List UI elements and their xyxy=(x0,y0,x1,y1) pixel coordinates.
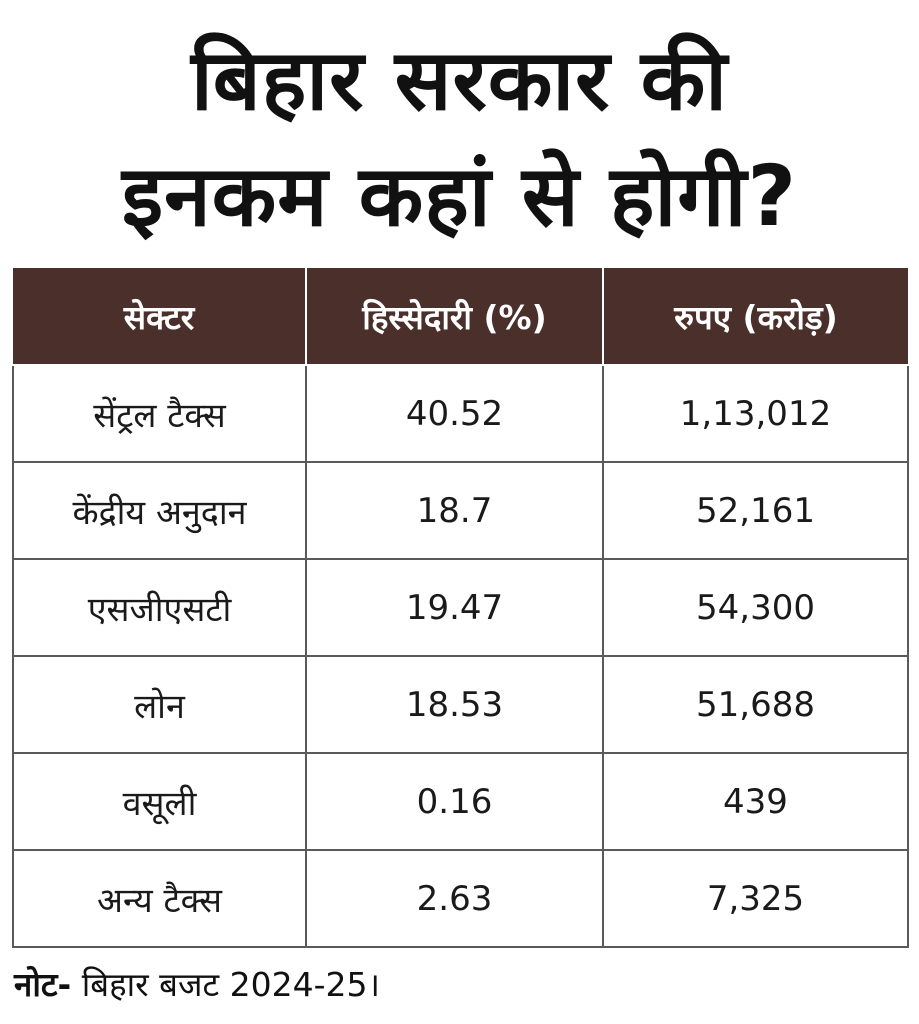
cell-sector: लोन xyxy=(12,655,307,754)
income-table: सेक्टर हिस्सेदारी (%) रुपए (करोड़) सेंट्… xyxy=(12,268,909,948)
cell-sector: सेंट्रल टैक्स xyxy=(12,364,307,463)
cell-amount: 1,13,012 xyxy=(602,364,909,463)
table-row: सेंट्रल टैक्स 40.52 1,13,012 xyxy=(12,364,909,463)
title-line-2: इनकम कहां से होगी? xyxy=(121,147,798,245)
table-row: वसूली 0.16 439 xyxy=(12,752,909,851)
cell-sector: अन्य टैक्स xyxy=(12,849,307,948)
table-row: अन्य टैक्स 2.63 7,325 xyxy=(12,849,909,948)
header-sector: सेक्टर xyxy=(13,268,307,366)
header-amount: रुपए (करोड़) xyxy=(602,268,908,366)
cell-amount: 52,161 xyxy=(602,461,909,560)
cell-share: 18.7 xyxy=(305,461,604,560)
header-share: हिस्सेदारी (%) xyxy=(305,268,604,366)
cell-sector: एसजीएसटी xyxy=(12,558,307,657)
cell-amount: 7,325 xyxy=(602,849,909,948)
cell-sector: केंद्रीय अनुदान xyxy=(12,461,307,560)
cell-amount: 51,688 xyxy=(602,655,909,754)
table-row: केंद्रीय अनुदान 18.7 52,161 xyxy=(12,461,909,560)
cell-share: 19.47 xyxy=(305,558,604,657)
cell-amount: 439 xyxy=(602,752,909,851)
page-title: बिहार सरकार की इनकम कहां से होगी? xyxy=(0,22,919,254)
cell-share: 2.63 xyxy=(305,849,604,948)
title-line-1: बिहार सरकार की xyxy=(191,31,728,129)
table-header-row: सेक्टर हिस्सेदारी (%) रुपए (करोड़) xyxy=(13,268,908,366)
cell-share: 0.16 xyxy=(305,752,604,851)
footnote: नोट- बिहार बजट 2024-25। xyxy=(14,960,380,1010)
cell-share: 40.52 xyxy=(305,364,604,463)
table-row: एसजीएसटी 19.47 54,300 xyxy=(12,558,909,657)
note-text: बिहार बजट 2024-25। xyxy=(71,965,380,1004)
table-row: लोन 18.53 51,688 xyxy=(12,655,909,754)
cell-share: 18.53 xyxy=(305,655,604,754)
note-label: नोट- xyxy=(14,965,72,1004)
cell-sector: वसूली xyxy=(12,752,307,851)
cell-amount: 54,300 xyxy=(602,558,909,657)
